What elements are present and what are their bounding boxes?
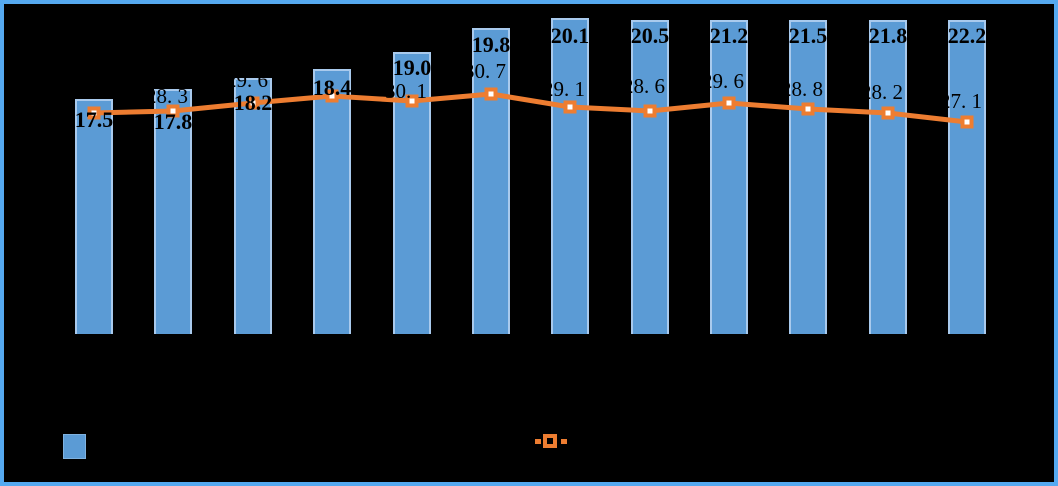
bar — [631, 20, 669, 334]
bar-data-label: 22.2 — [947, 23, 987, 48]
line-marker-center — [91, 110, 97, 116]
bar-data-label: 20.5 — [630, 23, 670, 48]
line-data-label: 30. 1 — [385, 79, 427, 103]
line-marker-center — [250, 100, 256, 106]
bar-data-label: 18.2 — [233, 90, 273, 115]
bar-data-label: 20.1 — [550, 23, 590, 48]
bar — [313, 69, 351, 334]
bar — [234, 78, 272, 334]
bar-data-label: 21.8 — [868, 23, 908, 48]
line-data-label: 28. 6 — [623, 74, 665, 98]
bar — [551, 18, 589, 334]
line-data-label: 29. 6 — [226, 68, 268, 92]
line-data-label: 28. 2 — [861, 80, 903, 104]
line-data-label: 29. 6 — [702, 69, 744, 93]
line-marker-center — [170, 108, 176, 114]
line-marker-center — [647, 108, 653, 114]
line-marker-center — [329, 93, 335, 99]
line-marker-center — [964, 119, 970, 125]
line-marker-center — [805, 106, 811, 112]
bar-data-label: 19.0 — [392, 55, 432, 80]
line-data-label: 27. 1 — [940, 89, 982, 113]
bar-data-label: 18.4 — [312, 75, 352, 100]
bar-data-label: 19.8 — [471, 32, 511, 57]
line-path — [93, 91, 968, 125]
legend-bar-swatch — [63, 434, 86, 459]
line-marker-center — [488, 91, 494, 97]
line-data-label: 28. 3 — [146, 84, 188, 108]
line-series — [87, 87, 974, 129]
bar — [869, 20, 907, 334]
bar — [472, 28, 510, 334]
bar — [789, 20, 827, 334]
bar — [948, 20, 986, 334]
line-data-label: 29. 1 — [543, 77, 585, 101]
bar — [154, 89, 192, 334]
legend-line-marker-icon — [535, 434, 567, 448]
bar — [710, 20, 748, 334]
line-marker-center — [409, 98, 415, 104]
line-marker-center — [567, 104, 573, 110]
line-data-label: 30. 7 — [464, 59, 506, 83]
bar-data-label: 17.5 — [74, 107, 114, 132]
line-data-label: 28. 8 — [781, 77, 823, 101]
bar-data-label: 17.8 — [153, 109, 193, 134]
bar-data-label: 21.2 — [709, 23, 749, 48]
line-marker-center — [885, 110, 891, 116]
bar-data-label: 21.5 — [788, 23, 828, 48]
legend — [4, 4, 1054, 482]
line-marker-center — [726, 100, 732, 106]
bar — [75, 99, 113, 334]
